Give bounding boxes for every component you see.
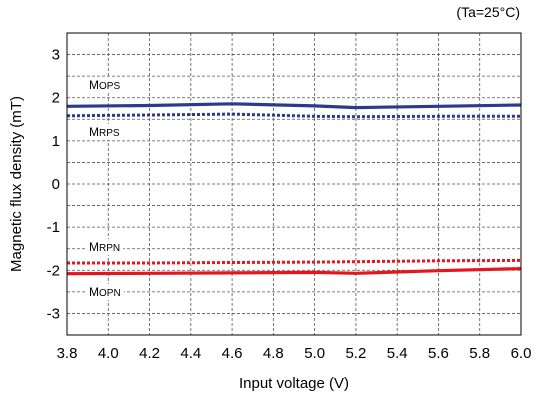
series-line-mrps: [66, 112, 521, 119]
series-label-mrpn: MRPN: [89, 240, 120, 254]
y-tick-label: 1: [52, 133, 60, 150]
x-axis-title: Input voltage (V): [239, 375, 349, 392]
plot-area-frame: [66, 32, 522, 336]
x-tick-label: 5.6: [428, 345, 449, 362]
x-tick-label: 6.0: [511, 345, 532, 362]
series-label-mops: MOPS: [89, 78, 120, 92]
series-label-background: [86, 77, 124, 93]
series-label-mopn: MOPN: [89, 285, 121, 299]
x-tick-label: 4.2: [139, 345, 160, 362]
y-tick-label: -3: [47, 305, 60, 322]
series-lines: [66, 102, 522, 276]
x-tick-label: 3.8: [57, 345, 78, 362]
series-line-mopn: [66, 267, 522, 276]
series-label-background: [86, 124, 123, 140]
x-tick-label: 5.2: [345, 345, 366, 362]
x-tick-label: 4.4: [180, 345, 201, 362]
grid: [67, 33, 521, 335]
x-tick-label: 5.0: [304, 345, 325, 362]
series-label-background: [86, 284, 124, 300]
series-line-mrpn: [67, 258, 522, 265]
y-tick-label: 3: [52, 47, 60, 64]
y-axis-ticks: 3 2 1 0 -1 -2 -3: [47, 47, 60, 323]
x-tick-label: 4.8: [263, 345, 284, 362]
y-tick-label: -2: [47, 262, 60, 279]
y-axis-title: Magnetic flux density (mT): [8, 96, 25, 272]
x-tick-label: 5.4: [387, 345, 408, 362]
temperature-condition-note: (Ta=25°C): [456, 4, 520, 20]
series-labels: MOPS MRPS MRPN MOPN: [86, 77, 124, 300]
y-tick-label: 2: [52, 90, 60, 107]
series-label-mrps: MRPS: [89, 125, 120, 139]
x-tick-label: 4.6: [222, 345, 243, 362]
series-label-background: [86, 239, 124, 255]
y-tick-label: 0: [52, 176, 60, 193]
x-tick-label: 4.0: [98, 345, 119, 362]
series-line-mops: [66, 102, 522, 110]
x-axis-ticks: 3.8 4.0 4.2 4.4 4.6 4.8 5.0 5.2 5.4 5.6 5.8 6.0: [57, 345, 532, 362]
x-tick-label: 5.8: [469, 345, 490, 362]
y-tick-label: -1: [47, 219, 60, 236]
